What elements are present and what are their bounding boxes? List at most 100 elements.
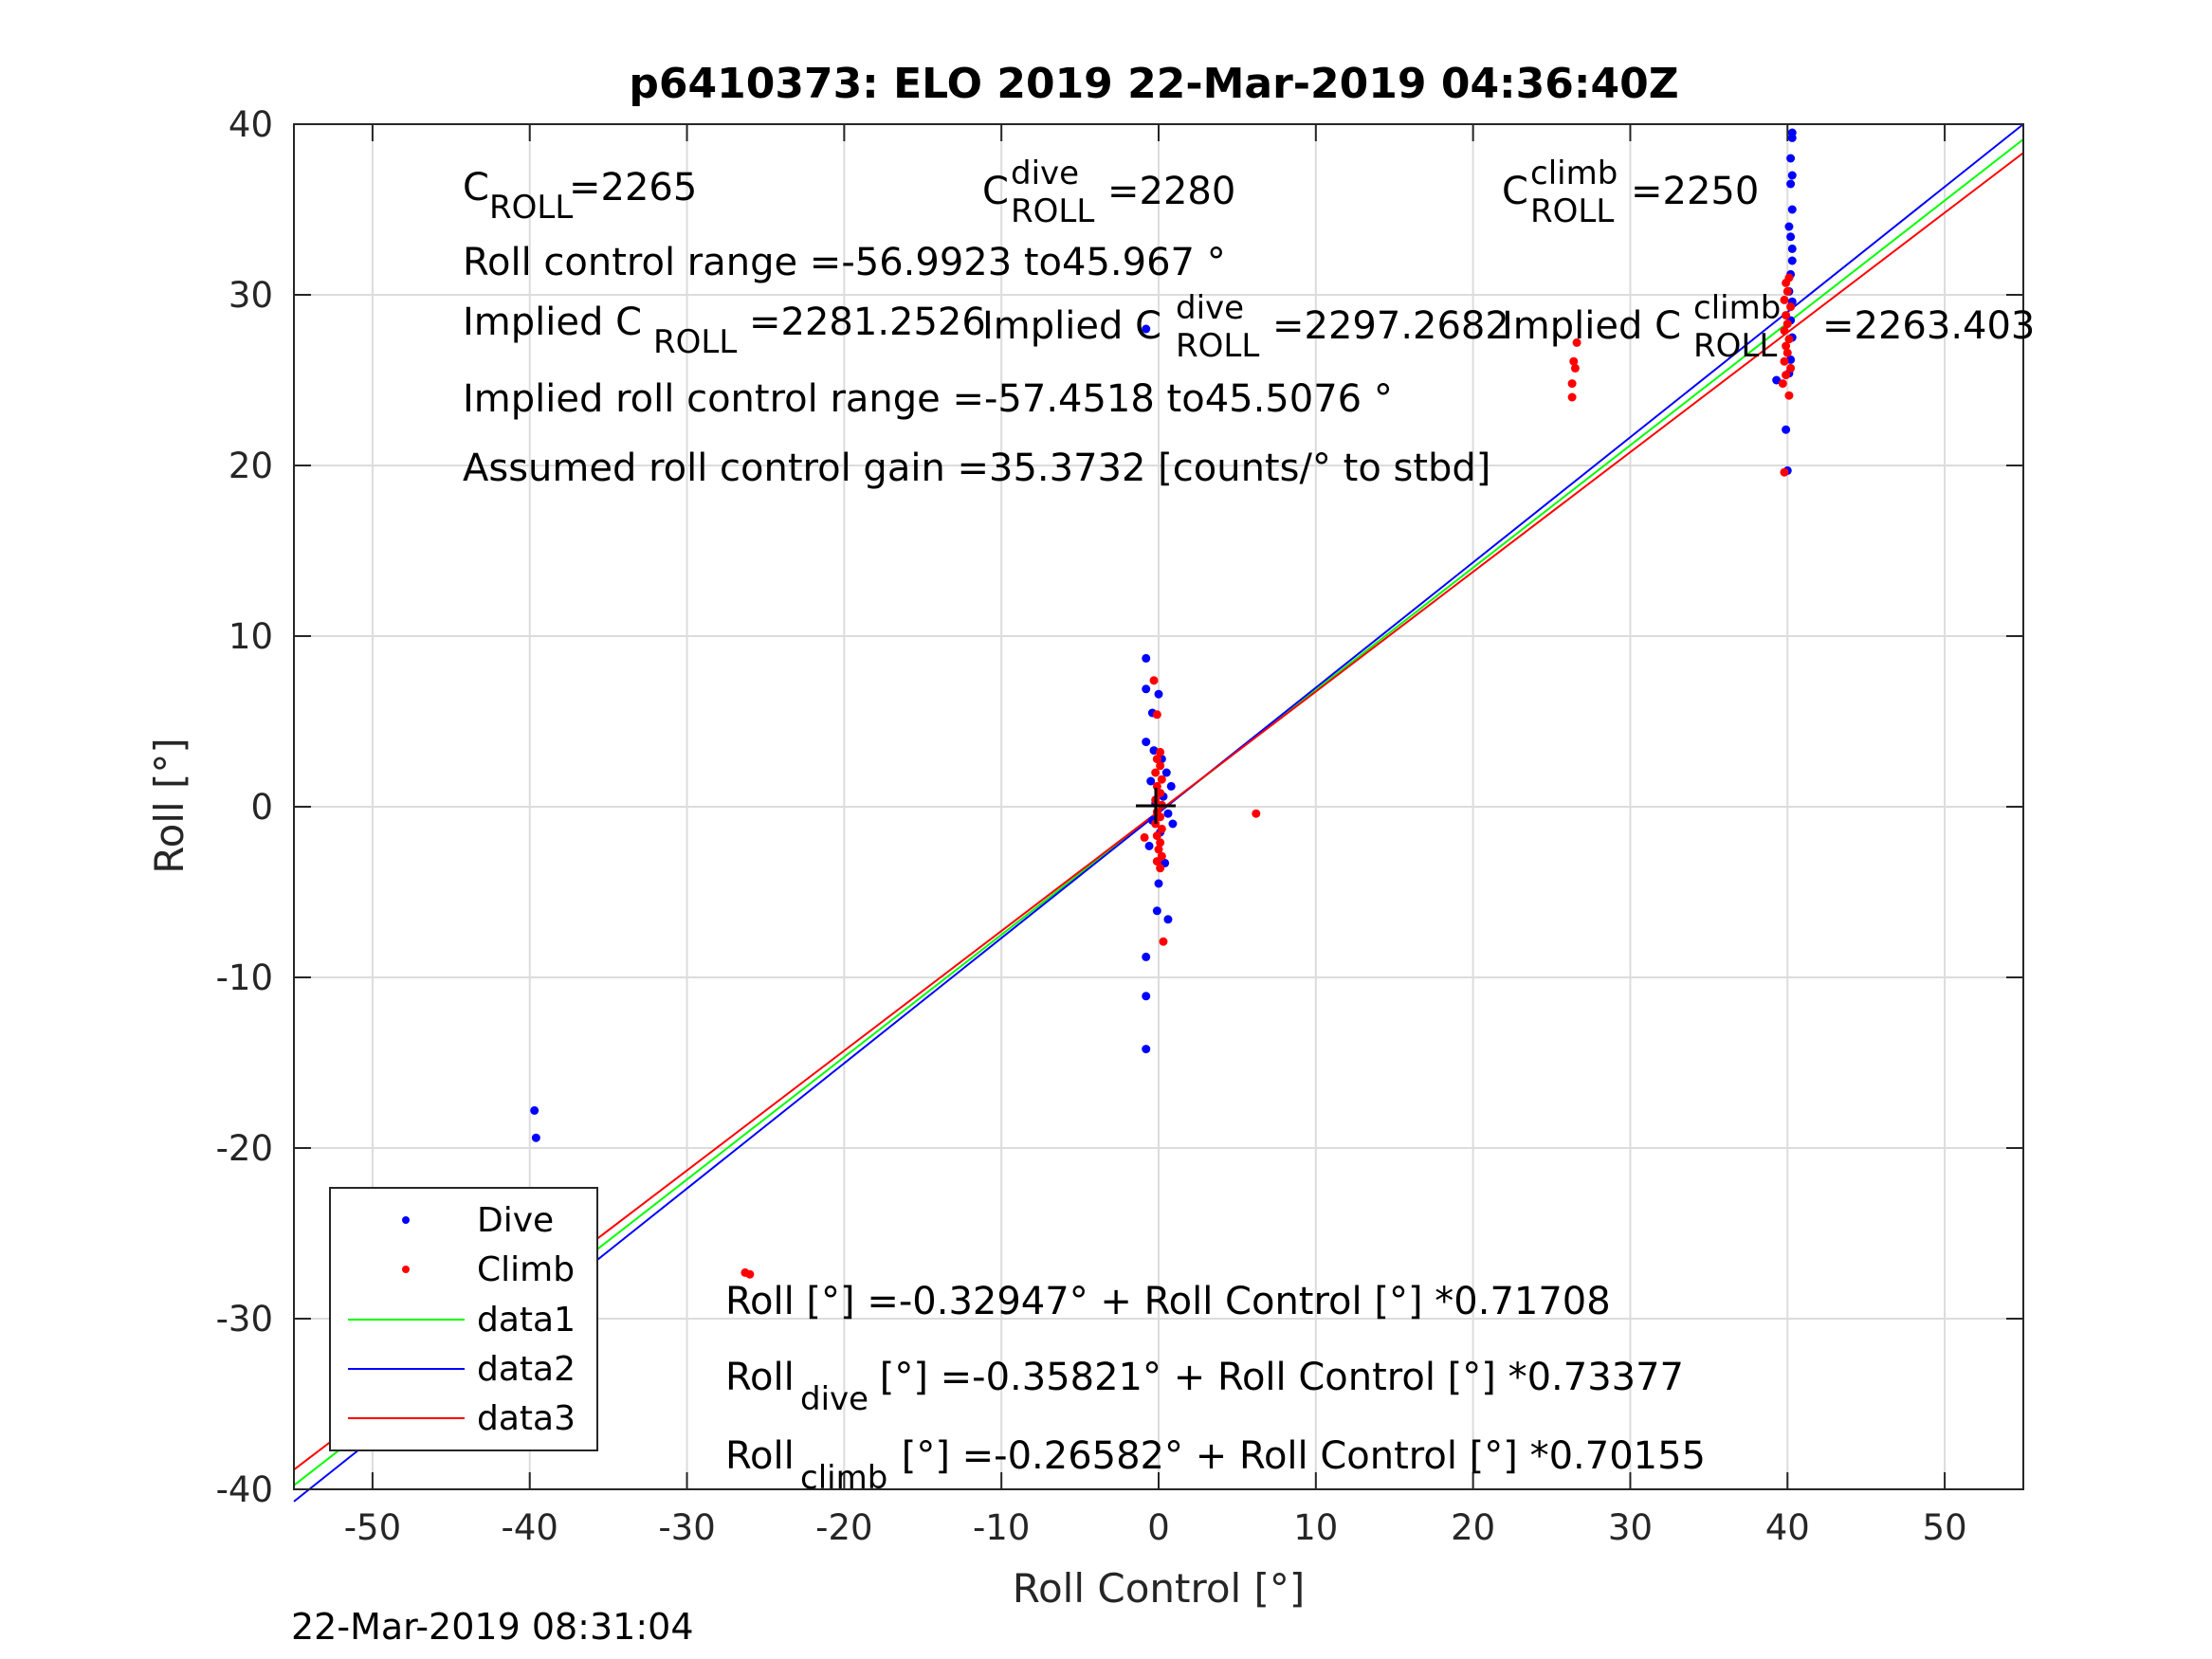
annotation-implied-c-roll-climb-prefix: Implied C: [1502, 304, 1681, 348]
climb-point: [1570, 363, 1580, 373]
y-tick-label: 0: [250, 787, 273, 828]
annotation-roll-control-range: Roll control range =-56.9923 to45.967 °: [463, 241, 1226, 284]
climb-point: [745, 1269, 755, 1279]
dive-point: [1161, 768, 1171, 777]
annotation-fit-all: Roll [°] =-0.32947° + Roll Control [°] *…: [725, 1280, 1611, 1323]
climb-point: [1152, 710, 1161, 720]
climb-point: [1780, 356, 1789, 366]
annotation-implied-c-roll-dive-sub: ROLL: [1176, 327, 1259, 365]
dive-point: [1787, 256, 1797, 265]
annotation-c-roll-climb-value: =2250: [1631, 170, 1759, 213]
annotation-fit-dive-sub: dive: [800, 1380, 868, 1418]
climb-point: [1784, 391, 1794, 400]
climb-point: [1154, 845, 1163, 854]
annotation-implied-c-roll-dive-prefix: Implied C: [982, 304, 1161, 348]
y-tick-label: -40: [216, 1469, 273, 1510]
x-tick-label: 0: [1147, 1507, 1170, 1548]
annotation-implied-c-roll-value: =2281.2526: [749, 301, 986, 344]
dive-point: [1142, 653, 1151, 663]
x-tick-label: -20: [815, 1507, 872, 1548]
climb-point: [1149, 676, 1159, 685]
annotation-c-roll-climb: C climb ROLL =2250: [1502, 155, 1759, 230]
dive-point: [1782, 425, 1791, 434]
annotation-c-roll-climb-sup: climb: [1530, 155, 1618, 192]
chart-title: p6410373: ELO 2019 22-Mar-2019 04:36:40Z: [629, 60, 1678, 108]
annotation-implied-c-roll-climb-sub: ROLL: [1693, 327, 1777, 365]
climb-point: [1159, 937, 1168, 946]
legend-data3-label: data3: [477, 1399, 576, 1438]
legend-data1-label: data1: [477, 1301, 576, 1340]
annotation-c-roll-climb-main: C: [1502, 170, 1528, 213]
annotation-c-roll-sub: ROLL: [489, 189, 573, 227]
annotation-c-roll-dive-sup: dive: [1011, 155, 1079, 192]
x-axis-label: Roll Control [°]: [1013, 1565, 1306, 1612]
annotation-fit-dive-rest: [°] =-0.35821° + Roll Control [°] *0.733…: [868, 1356, 1684, 1399]
legend-climb-label: Climb: [477, 1250, 575, 1289]
annotation-implied-c-roll: Implied C ROLL =2281.2526: [463, 301, 986, 361]
dive-point: [1142, 1045, 1151, 1054]
climb-point: [1572, 337, 1581, 347]
climb-point: [1784, 273, 1794, 283]
annotation-implied-c-roll-climb-value: =2263.403: [1822, 304, 2035, 348]
y-tick-label: 10: [229, 616, 273, 657]
annotation-c-roll-value: =2265: [569, 166, 697, 210]
x-tick-label: 50: [1923, 1507, 1967, 1548]
climb-point: [1780, 467, 1789, 477]
annotation-c-roll-dive-main: C: [982, 170, 1009, 213]
x-tick-label: -50: [344, 1507, 401, 1548]
dive-point: [1787, 128, 1797, 137]
dive-point: [1142, 324, 1151, 334]
annotation-c-roll-dive-value: =2280: [1107, 170, 1235, 213]
annotation-c-roll-dive: C dive ROLL =2280: [982, 155, 1235, 230]
climb-point: [1152, 857, 1161, 866]
timestamp: 22-Mar-2019 08:31:04: [291, 1606, 694, 1648]
climb-point: [1782, 286, 1792, 296]
annotation-c-roll-dive-sub: ROLL: [1011, 192, 1094, 230]
origin-marker: [1136, 788, 1176, 824]
climb-point: [1567, 379, 1577, 389]
climb-point: [1784, 335, 1794, 344]
legend: Dive Climb data1 data2 data3: [329, 1187, 598, 1451]
annotation-implied-c-roll-sub: ROLL: [653, 323, 737, 361]
y-tick-label: -10: [216, 957, 273, 998]
dive-point: [1144, 841, 1154, 850]
annotation-implied-c-roll-dive-value: =2297.2682: [1272, 304, 1509, 348]
annotation-fit-climb-sub: climb: [800, 1459, 887, 1497]
dive-point: [1786, 232, 1796, 242]
climb-point: [1156, 864, 1165, 873]
dive-point: [1772, 375, 1782, 385]
y-tick-labels: -40 -30 -20 -10 0 10 20 30 40: [216, 104, 273, 1510]
climb-point: [1782, 311, 1791, 320]
annotation-c-roll-climb-sub: ROLL: [1530, 192, 1614, 230]
dive-point: [530, 1105, 539, 1115]
legend-climb-marker: [402, 1266, 410, 1273]
annotation-implied-c-roll-prefix: Implied C: [463, 301, 642, 344]
y-tick-label: -20: [216, 1128, 273, 1169]
climb-point: [1252, 809, 1261, 818]
dive-point: [1142, 992, 1151, 1001]
dive-point: [1786, 179, 1796, 189]
annotation-fit-dive-prefix: Roll: [725, 1356, 795, 1399]
climb-point: [1156, 838, 1165, 848]
annotation-implied-c-roll-dive: Implied C dive ROLL =2297.2682: [982, 289, 1509, 365]
annotation-fit-climb-prefix: Roll: [725, 1434, 795, 1478]
annotation-implied-c-roll-climb: Implied C climb ROLL =2263.403: [1502, 289, 2035, 365]
x-tick-label: 30: [1608, 1507, 1653, 1548]
dive-point: [1154, 879, 1163, 888]
climb-point: [1157, 824, 1166, 833]
climb-point: [1786, 302, 1796, 312]
climb-point: [1156, 812, 1165, 822]
climb-point: [1782, 319, 1792, 329]
annotation-fit-dive: Roll dive [°] =-0.35821° + Roll Control …: [725, 1356, 1684, 1418]
dive-point: [1154, 689, 1163, 699]
annotation-c-roll: C ROLL =2265: [463, 166, 697, 227]
climb-point: [1782, 371, 1791, 380]
climb-point: [1567, 392, 1577, 402]
climb-point: [1782, 341, 1791, 351]
annotation-implied-c-roll-dive-sup: dive: [1176, 289, 1244, 327]
x-tick-label: -10: [973, 1507, 1030, 1548]
climb-point: [1152, 831, 1161, 841]
climb-point: [1156, 747, 1165, 757]
dive-point: [1787, 244, 1797, 253]
